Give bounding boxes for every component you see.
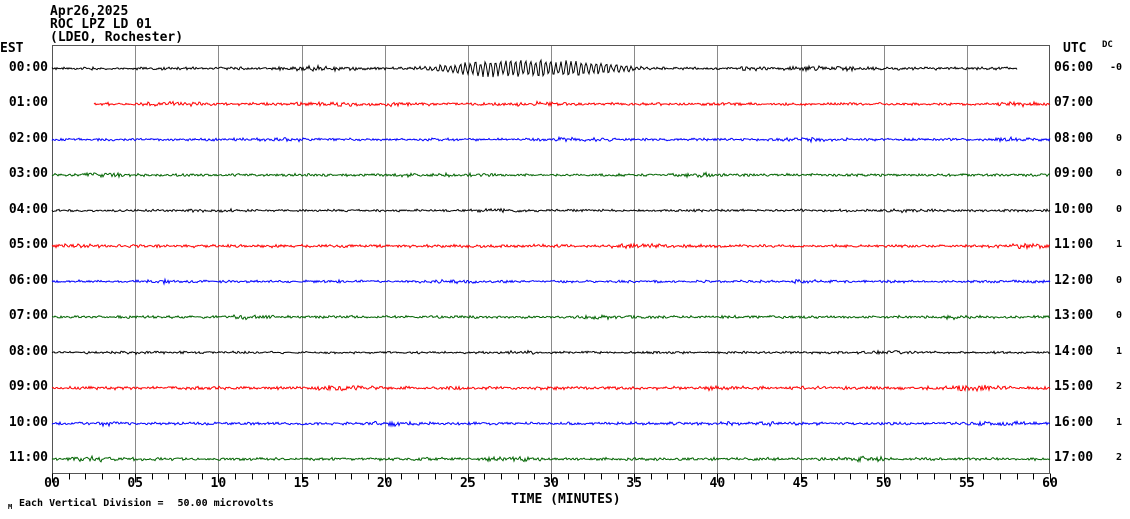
utc-time-label: 14:00 xyxy=(1054,343,1094,359)
est-time-label: 00:00 xyxy=(8,59,48,75)
est-time-label: 07:00 xyxy=(8,308,48,323)
x-axis-tick-label: 50 xyxy=(875,476,892,491)
utc-axis-header: UTC xyxy=(1063,41,1087,56)
utc-time-label: 11:00 xyxy=(1054,237,1094,252)
dc-value: -0 xyxy=(1109,61,1122,73)
x-axis-tick-label: 10 xyxy=(210,476,227,491)
x-axis-tick-label: 00 xyxy=(44,476,60,491)
seismogram-trace xyxy=(51,242,1051,251)
seismogram-trace xyxy=(51,135,1051,144)
dc-value: 0 xyxy=(1115,168,1122,179)
est-time-label: 11:00 xyxy=(8,450,48,465)
x-axis-tick-label: 45 xyxy=(792,476,809,491)
utc-time-label: 16:00 xyxy=(1054,414,1094,430)
dc-value: 1 xyxy=(1115,416,1122,428)
dc-column-header: DC xyxy=(1102,40,1113,50)
dc-value: 0 xyxy=(1115,203,1122,215)
x-axis-tick-label: 60 xyxy=(1042,476,1058,491)
seismogram-trace xyxy=(51,207,1051,214)
seismogram-trace xyxy=(51,384,1051,393)
dc-value: 2 xyxy=(1115,452,1122,463)
utc-time-label: 06:00 xyxy=(1054,59,1094,75)
est-time-label: 01:00 xyxy=(8,95,48,110)
utc-time-label: 08:00 xyxy=(1054,130,1094,146)
est-time-label: 06:00 xyxy=(8,272,48,288)
x-axis-tick-label: 20 xyxy=(376,476,393,491)
utc-time-label: 12:00 xyxy=(1054,272,1094,288)
x-axis-tick-label: 30 xyxy=(543,476,559,491)
seismogram-trace xyxy=(93,100,1051,108)
dc-value: 1 xyxy=(1115,345,1122,357)
utc-time-label: 17:00 xyxy=(1054,450,1094,465)
x-axis-tick-label: 25 xyxy=(460,476,476,491)
est-axis-header: EST xyxy=(0,41,24,56)
x-axis-tick-label: 40 xyxy=(709,476,726,491)
dc-value: 2 xyxy=(1115,381,1122,392)
location-heading: (LDEO, Rochester) xyxy=(50,30,184,45)
est-time-label: 08:00 xyxy=(8,343,48,359)
est-time-label: 05:00 xyxy=(8,237,48,252)
x-axis-tick-label: 35 xyxy=(626,476,642,491)
est-time-label: 04:00 xyxy=(8,201,48,217)
scale-note-label: Each Vertical Division = xyxy=(19,498,164,509)
seismogram-trace xyxy=(51,420,1050,428)
seismogram-trace xyxy=(51,58,1018,78)
utc-time-label: 09:00 xyxy=(1054,166,1094,181)
est-time-label: 09:00 xyxy=(8,379,48,394)
est-time-label: 02:00 xyxy=(8,130,48,146)
dc-value: 1 xyxy=(1115,239,1122,250)
seismogram-trace xyxy=(51,313,1051,321)
x-axis-tick-label: 55 xyxy=(959,476,975,491)
utc-time-label: 13:00 xyxy=(1054,308,1094,323)
dc-value: 0 xyxy=(1115,132,1122,144)
est-time-label: 03:00 xyxy=(8,166,48,181)
dc-value: 0 xyxy=(1115,310,1122,321)
seismogram-trace xyxy=(51,454,1051,464)
seismogram-trace xyxy=(51,171,1051,179)
est-time-label: 10:00 xyxy=(8,414,48,430)
scale-note-value: 50.00 microvolts xyxy=(177,498,274,509)
time-axis-label: TIME (MINUTES) xyxy=(511,492,621,507)
seismogram-trace xyxy=(51,349,1051,356)
station-heading: ROC LPZ LD 01 xyxy=(50,17,152,32)
x-axis-tick-label: 15 xyxy=(293,476,310,491)
utc-time-label: 07:00 xyxy=(1054,95,1094,110)
vertical-division-note: Each Vertical Division = 50.00 microvolts xyxy=(19,498,274,509)
seismogram-trace xyxy=(51,277,1051,286)
utc-time-label: 10:00 xyxy=(1054,201,1094,217)
utc-time-label: 15:00 xyxy=(1054,379,1094,394)
dc-value: 0 xyxy=(1115,274,1122,286)
date-heading: Apr26,2025 xyxy=(50,4,129,19)
watermark-glyph: M xyxy=(8,503,13,511)
x-axis-tick-label: 05 xyxy=(127,476,143,491)
